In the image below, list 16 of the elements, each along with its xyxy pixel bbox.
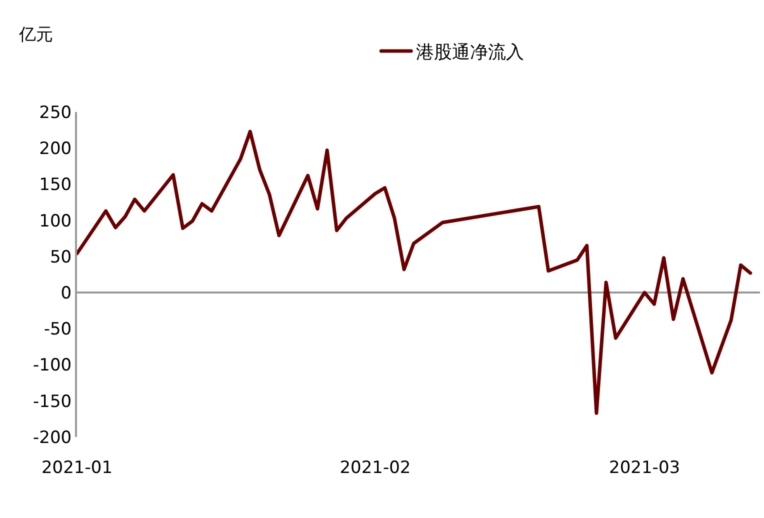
y-tick-label: 100 [39, 211, 72, 232]
y-tick-label: 0 [60, 284, 72, 304]
y-axis-title: 亿元 [18, 25, 53, 45]
y-tick-label: -100 [33, 356, 72, 376]
x-tick-label: 2021-01 [41, 458, 113, 478]
x-tick-label: 2021-03 [609, 458, 680, 478]
legend-label: 港股通净流入 [416, 42, 524, 63]
y-tick-label: 250 [39, 102, 72, 123]
x-tick-label: 2021-02 [340, 458, 411, 478]
line-series [77, 130, 752, 415]
y-tick-label: -200 [33, 428, 72, 448]
y-tick-label: 200 [39, 139, 72, 160]
y-tick-label: -50 [44, 320, 72, 340]
y-tick-label: 50 [50, 247, 72, 268]
y-tick-label: -150 [33, 392, 72, 412]
y-tick-label: 150 [39, 175, 72, 196]
